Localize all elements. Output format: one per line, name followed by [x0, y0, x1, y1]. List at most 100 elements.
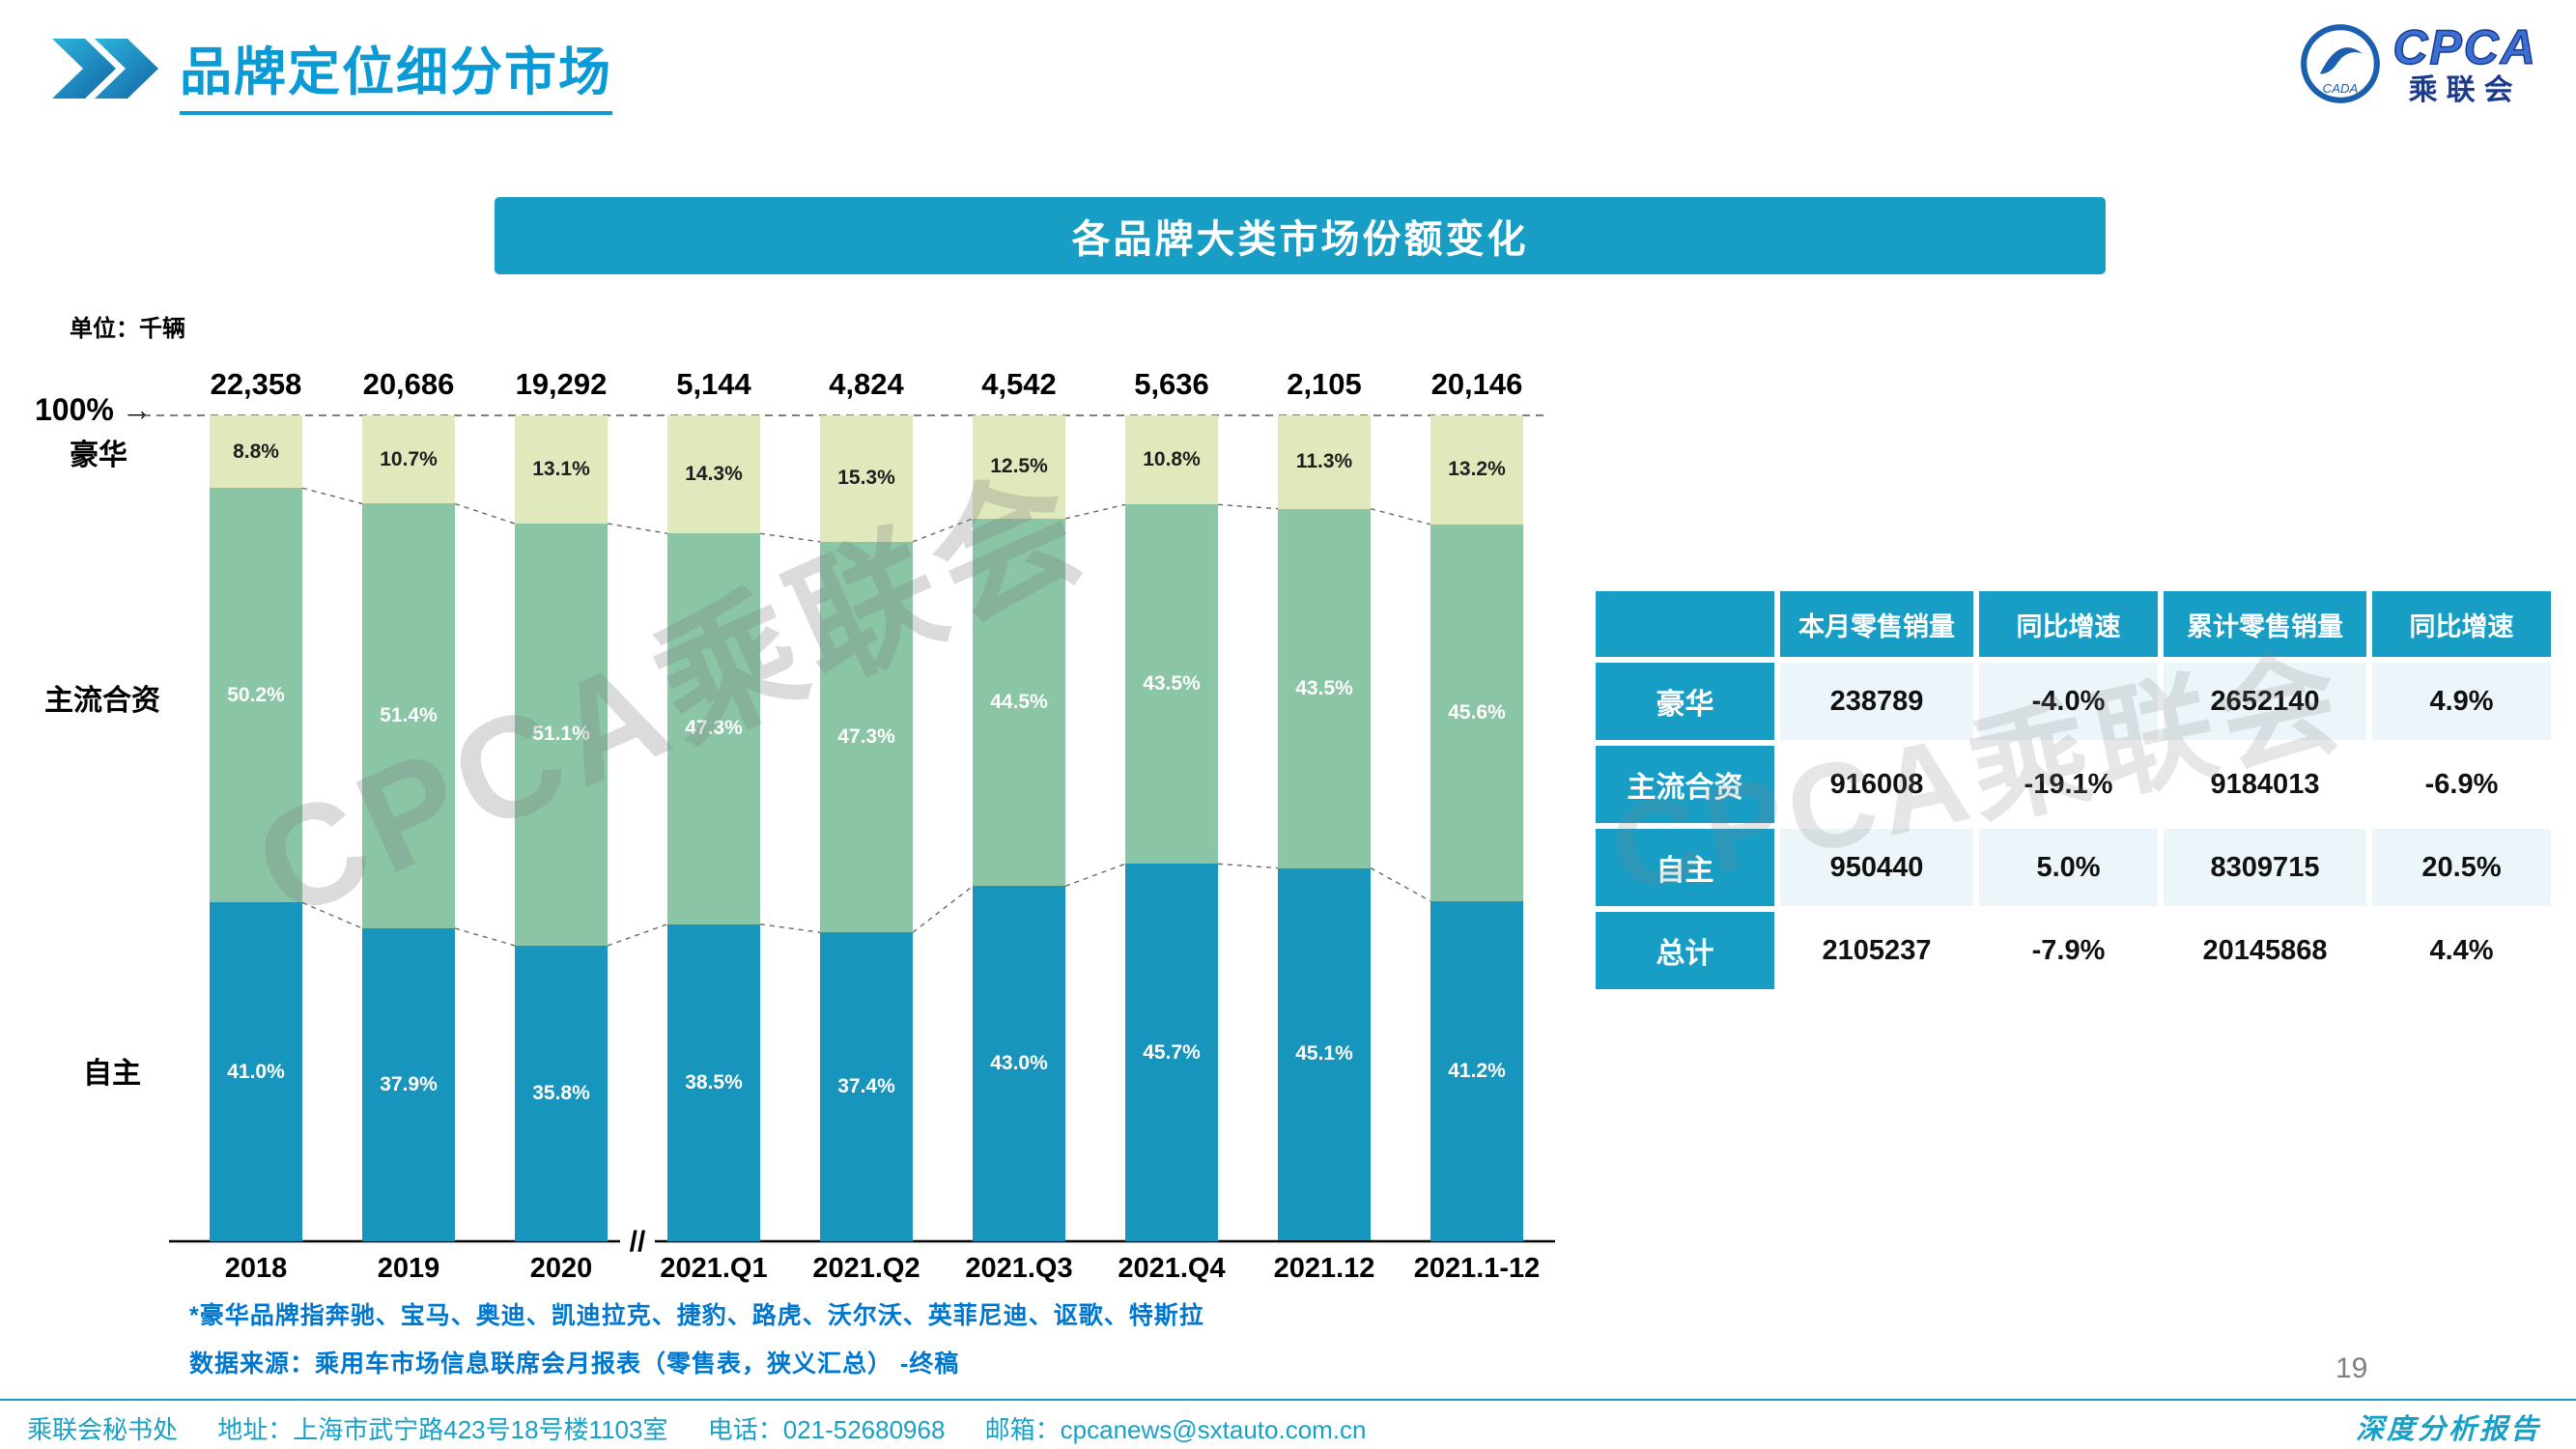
bar-total-label: 4,824: [829, 367, 904, 401]
segment-percent-label: 44.5%: [990, 691, 1048, 714]
table-value-cell: 8309715: [2164, 829, 2366, 906]
x-axis-category-label: 2021.1-12: [1413, 1253, 1541, 1284]
bar-total-label: 19,292: [515, 367, 608, 401]
bar-segment-豪华: 13.2%: [1430, 415, 1523, 525]
x-axis-category-label: 2021.12: [1273, 1253, 1375, 1284]
segment-percent-label: 45.1%: [1295, 1042, 1353, 1065]
table-header-cell: 累计零售销量: [2164, 591, 2366, 657]
segment-percent-label: 13.2%: [1448, 458, 1506, 481]
emblem-text: CADA: [2323, 81, 2359, 96]
footnote-luxury-brands: *豪华品牌指奔驰、宝马、奥迪、凯迪拉克、捷豹、路虎、沃尔沃、英菲尼迪、讴歌、特斯…: [189, 1302, 1204, 1329]
stacked-bar: 10.7% 51.4% 37.9%: [362, 415, 455, 1241]
x-axis-category-label: 2019: [377, 1253, 440, 1284]
table-row: 主流合资 916008 -19.1% 9184013 -6.9%: [1596, 746, 2551, 823]
segment-percent-label: 8.8%: [233, 440, 279, 463]
stacked-bar: 11.3% 43.5% 45.1%: [1278, 415, 1371, 1241]
x-axis-category-label: 2021.Q1: [660, 1253, 768, 1284]
table-value-cell: 238789: [1780, 663, 1973, 740]
chart-title-banner: 各品牌大类市场份额变化: [495, 197, 2106, 274]
bar-segment-自主: 41.2%: [1430, 900, 1523, 1241]
footer-email: 邮箱：cpcanews@sxtauto.com.cn: [984, 1415, 1367, 1444]
bar-total-label: 20,686: [362, 367, 455, 401]
segment-percent-label: 51.4%: [380, 704, 438, 727]
page-title: 品牌定位细分市场: [180, 29, 612, 115]
segment-percent-label: 14.3%: [685, 463, 743, 486]
stacked-bar: 12.5% 44.5% 43.0%: [973, 415, 1065, 1241]
bar-segment-主流合资: 43.5%: [1278, 508, 1371, 868]
x-axis-category-label: 2020: [529, 1253, 593, 1284]
bar-total-label: 5,636: [1134, 367, 1209, 401]
segment-percent-label: 13.1%: [532, 458, 590, 480]
table-value-cell: 2105237: [1780, 912, 1973, 989]
page-number: 19: [2335, 1352, 2368, 1384]
bar-segment-主流合资: 45.6%: [1430, 524, 1523, 901]
stacked-bar: 15.3% 47.3% 37.4%: [820, 415, 913, 1241]
bar-segment-主流合资: 44.5%: [973, 518, 1065, 887]
bar-segment-豪华: 11.3%: [1278, 415, 1371, 509]
logo-subtitle: 乘联会: [2408, 73, 2522, 106]
logo-cpca-wordmark: CPCA: [2392, 20, 2537, 74]
segment-percent-label: 37.4%: [837, 1075, 895, 1098]
x-axis-category-label: 2021.Q4: [1118, 1253, 1226, 1284]
x-axis-category-label: 2021.Q2: [812, 1253, 920, 1284]
bar-segment-自主: 37.4%: [820, 932, 913, 1241]
table-value-cell: -19.1%: [1979, 746, 2158, 823]
segment-percent-label: 38.5%: [685, 1071, 743, 1094]
table-row: 豪华 238789 -4.0% 2652140 4.9%: [1596, 663, 2551, 740]
bar-segment-自主: 35.8%: [515, 945, 608, 1241]
x-axis-category-label: 2018: [224, 1253, 288, 1284]
segment-percent-label: 45.7%: [1143, 1040, 1201, 1064]
segment-label-mainstream-jv: 主流合资: [44, 685, 160, 717]
bar-total-label: 2,105: [1287, 367, 1362, 401]
table-value-cell: 2652140: [2164, 663, 2366, 740]
row-label-cell: 自主: [1596, 829, 1774, 906]
bar-segment-主流合资: 47.3%: [820, 541, 913, 933]
segment-percent-label: 43.5%: [1143, 672, 1201, 696]
bar-total-label: 4,542: [981, 367, 1057, 401]
bar-segment-豪华: 13.1%: [515, 415, 608, 524]
axis-100-text: 100%: [35, 392, 114, 427]
segment-percent-label: 11.3%: [1295, 450, 1353, 473]
table-value-cell: 4.9%: [2372, 663, 2551, 740]
footer-contact: 乘联会秘书处 地址：上海市武宁路423号18号楼1103室 电话：021-526…: [27, 1410, 1400, 1446]
table-head: 本月零售销量 同比增速 累计零售销量 同比增速: [1596, 591, 2551, 657]
bar-total-label: 22,358: [210, 367, 302, 401]
bar-segment-豪华: 14.3%: [667, 415, 760, 534]
chart-title: 各品牌大类市场份额变化: [1071, 218, 1529, 261]
table-row: 总计 2105237 -7.9% 20145868 4.4%: [1596, 912, 2551, 989]
segment-percent-label: 10.7%: [380, 447, 438, 470]
segment-percent-label: 47.3%: [837, 725, 895, 749]
segment-percent-label: 45.6%: [1448, 700, 1506, 724]
table-row: 自主 950440 5.0% 8309715 20.5%: [1596, 829, 2551, 906]
bar-segment-豪华: 15.3%: [820, 415, 913, 542]
bar-segment-主流合资: 47.3%: [667, 533, 760, 924]
segment-percent-label: 41.2%: [1448, 1059, 1506, 1082]
table-value-cell: 9184013: [2164, 746, 2366, 823]
stacked-bar: 8.8% 50.2% 41.0%: [210, 415, 302, 1241]
segment-percent-label: 35.8%: [532, 1081, 590, 1104]
segment-percent-label: 10.8%: [1143, 448, 1201, 471]
right-arrow-icon: →: [121, 392, 153, 427]
row-label-cell: 总计: [1596, 912, 1774, 989]
table-value-cell: 20145868: [2164, 912, 2366, 989]
stacked-bar-chart: // 8.8% 50.2% 41.0% 22,358 2018 10.7% 51.4% 37.9…: [116, 367, 1594, 1343]
row-label-cell: 豪华: [1596, 663, 1774, 740]
bar-total-label: 5,144: [676, 367, 751, 401]
axis-100-label: 100% →: [35, 392, 153, 428]
segment-percent-label: 50.2%: [227, 683, 285, 706]
table-value-cell: -4.0%: [1979, 663, 2158, 740]
bar-segment-主流合资: 51.1%: [515, 524, 608, 946]
stacked-bar: 10.8% 43.5% 45.7%: [1125, 415, 1218, 1241]
unit-label: 单位：千辆: [70, 316, 185, 342]
table-value-cell: 5.0%: [1979, 829, 2158, 906]
footer-phone: 电话：021-52680968: [707, 1415, 946, 1444]
table-header-cell: 本月零售销量: [1780, 591, 1973, 657]
cpca-logo: CADA CPCA 乘联会: [2298, 21, 2537, 106]
stacked-bar: 14.3% 47.3% 38.5%: [667, 415, 760, 1241]
bar-segment-豪华: 10.8%: [1125, 415, 1218, 505]
row-label-cell: 主流合资: [1596, 746, 1774, 823]
bar-segment-自主: 43.0%: [973, 886, 1065, 1241]
table-header-row: 本月零售销量 同比增速 累计零售销量 同比增速: [1596, 591, 2551, 657]
table-value-cell: 916008: [1780, 746, 1973, 823]
